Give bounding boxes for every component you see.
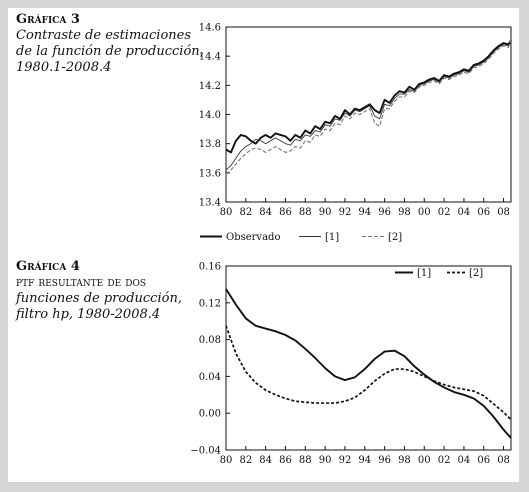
- chart3-y-tick-label: 14.4: [199, 52, 221, 63]
- chart3-x-tick-label: 82: [239, 207, 252, 218]
- chart4-caption: Gráfica 4 ptf resultante de dos funcione…: [16, 259, 182, 323]
- chart4-title-line-3: filtro hp, 1980-2008.4: [16, 307, 161, 322]
- chart3-x-tick-label: 08: [497, 207, 510, 218]
- chart3-legend-label-2: [1]: [325, 232, 339, 243]
- chart3-series-2-line: [225, 41, 512, 171]
- chart4-x-tick-label: 96: [378, 455, 391, 466]
- chart4-title-line-2: funciones de producción,: [16, 291, 182, 306]
- chart3-legend-label-3: [2]: [388, 232, 402, 243]
- chart4-x-tick-label: 80: [220, 455, 233, 466]
- chart4-x-tick-label: 92: [339, 455, 352, 466]
- chart4-x-tick-label: 84: [259, 455, 272, 466]
- chart3-x-tick-label: 04: [458, 207, 471, 218]
- chart4-x-tick-label: 90: [319, 455, 332, 466]
- chart3-x-tick-label: 98: [398, 207, 411, 218]
- chart3-x-tick-label: 80: [220, 207, 233, 218]
- chart3-caption: Gráfica 3 Contraste de estimaciones de l…: [16, 12, 204, 76]
- chart4-number: Gráfica 4: [16, 259, 80, 274]
- chart3-plot: 13.4 13.6 13.8 14.0 14.2 14.4 14.6 80 82 84 86 88 90…: [199, 23, 512, 243]
- chart3-plot-frame: [225, 26, 512, 203]
- chart3-x-tick-label: 86: [279, 207, 292, 218]
- chart3-x-tick-label: 06: [477, 207, 490, 218]
- chart3-series-1-line: [225, 39, 512, 154]
- chart4-y-tick-label: 0.08: [199, 335, 221, 346]
- chart4-y-tick-label: −0.04: [190, 446, 221, 457]
- chart4-plot-frame: [225, 265, 512, 451]
- chart3-legend-label-1: Observado: [226, 232, 280, 243]
- chart3-series-3-line: [225, 38, 512, 175]
- chart4-series-2-line: [225, 325, 512, 421]
- chart4-series-1-line: [225, 288, 512, 439]
- chart4-x-tick-label: 86: [279, 455, 292, 466]
- chart3-y-tick-label: 14.2: [199, 81, 221, 92]
- chart3-y-tick-label: 13.4: [199, 198, 221, 209]
- figure-frame: [8, 8, 519, 482]
- chart3-number: Gráfica 3: [16, 12, 80, 27]
- chart4-x-tick-label: 88: [299, 455, 312, 466]
- chart4-x-tick-label: 00: [418, 455, 431, 466]
- chart3-x-tick-label: 84: [259, 207, 272, 218]
- chart3-y-tick-label: 14.0: [199, 110, 221, 121]
- chart4-x-tick-label: 82: [239, 455, 252, 466]
- chart4-x-tick-label: 98: [398, 455, 411, 466]
- chart4-y-tick-label: 0.12: [199, 298, 221, 309]
- chart4-y-tick-label: 0.00: [199, 409, 221, 420]
- chart4-x-tick-label: 94: [358, 455, 371, 466]
- chart3-y-tick-label: 14.6: [199, 23, 221, 34]
- chart3-x-tick-label: 94: [358, 207, 371, 218]
- chart4-legend-label-2: [2]: [469, 268, 483, 279]
- chart3-title-line-2: de la función de producción,: [16, 44, 204, 59]
- chart3-title-line-1: Contraste de estimaciones: [16, 28, 192, 43]
- chart4-y-tick-label: 0.04: [199, 372, 221, 383]
- chart3-x-tick-label: 00: [418, 207, 431, 218]
- chart4-x-tick-label: 04: [458, 455, 471, 466]
- chart4-x-tick-label: 02: [438, 455, 451, 466]
- chart4-x-tick-label: 08: [497, 455, 510, 466]
- chart3-x-tick-label: 90: [319, 207, 332, 218]
- chart3-x-tick-label: 92: [339, 207, 352, 218]
- chart4-x-tick-label: 06: [477, 455, 490, 466]
- chart4-title-line-1-text: ptf resultante de dos: [16, 275, 147, 290]
- chart4-title-line-1: ptf resultante de dos: [16, 275, 182, 291]
- chart3-title-line-3: 1980.1-2008.4: [16, 60, 112, 75]
- chart4-plot: −0.04 0.00 0.04 0.08 0.12 0.16 80 82 84 86 88 90 92 9…: [190, 262, 512, 466]
- chart3-x-tick-label: 88: [299, 207, 312, 218]
- chart3-x-tick-label: 02: [438, 207, 451, 218]
- chart4-legend-label-1: [1]: [417, 268, 431, 279]
- chart3-x-tick-label: 96: [378, 207, 391, 218]
- chart3-y-tick-label: 13.8: [199, 139, 221, 150]
- chart3-y-tick-label: 13.6: [199, 168, 221, 179]
- chart4-y-tick-label: 0.16: [199, 262, 221, 273]
